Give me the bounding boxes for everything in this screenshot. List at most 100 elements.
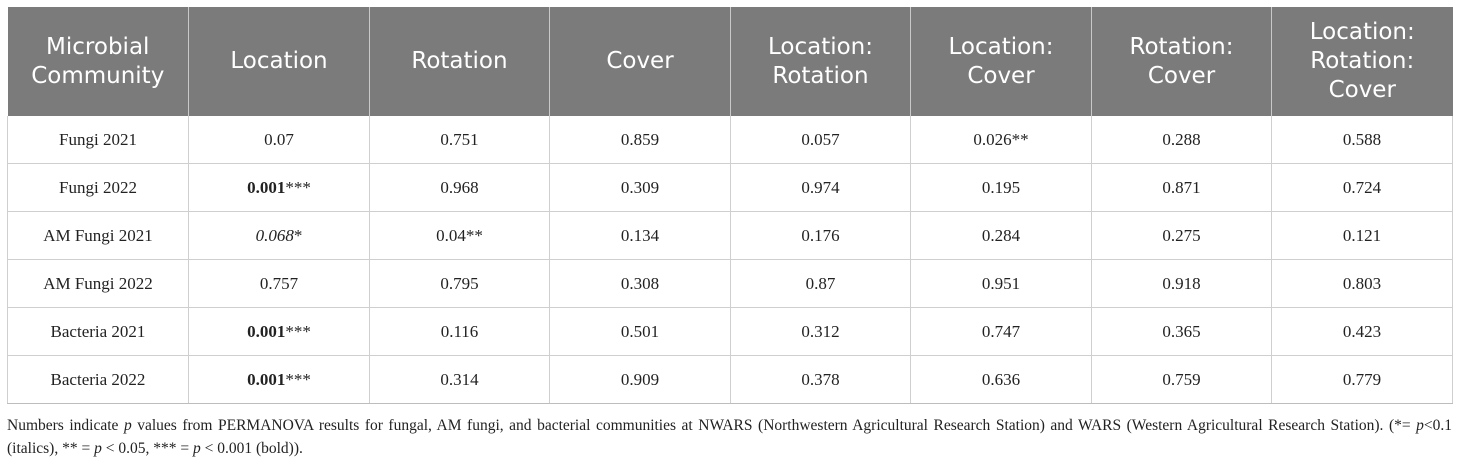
column-header: Microbial Community xyxy=(7,7,189,116)
p-value-cell: 0.04** xyxy=(369,211,550,260)
column-header-line: Rotation xyxy=(411,48,508,74)
p-value-cell: 0.951 xyxy=(910,259,1092,308)
column-header-line: Rotation: xyxy=(1129,33,1234,60)
column-header-line: Rotation: xyxy=(1310,48,1415,74)
p-value-cell: 0.423 xyxy=(1271,307,1453,356)
column-header: Location: Rotation xyxy=(730,7,911,116)
p-value-cell: 0.001*** xyxy=(188,163,370,212)
p-value: 0.871 xyxy=(1162,177,1201,197)
p-value: 0.001 xyxy=(247,177,286,197)
p-value-cell: 0.588 xyxy=(1271,116,1453,164)
p-value-cell: 0.501 xyxy=(549,307,731,356)
p-value: 0.918 xyxy=(1162,273,1201,293)
column-header: Rotation xyxy=(369,7,550,116)
column-header-line: Microbial xyxy=(46,33,150,60)
p-value: 0.026 xyxy=(973,129,1012,149)
community-cell: AM Fungi 2021 xyxy=(7,211,189,260)
p-value: 0.968 xyxy=(440,177,479,197)
significance-marker: *** xyxy=(285,369,311,389)
table-row: AM Fungi 2022 0.757 0.795 0.308 0.87 0.951 0.9… xyxy=(7,259,1453,308)
p-value-cell: 0.121 xyxy=(1271,211,1453,260)
p-value: 0.423 xyxy=(1342,321,1382,341)
column-header-line: Location: xyxy=(767,33,874,60)
column-header: Location: Cover xyxy=(910,7,1092,116)
significance-marker: ** xyxy=(1011,129,1029,149)
p-value: 0.195 xyxy=(981,177,1021,197)
table-container: Microbial Community Location Rotation Cover L… xyxy=(7,7,1453,460)
p-value: 0.07 xyxy=(264,129,294,149)
significance-marker: *** xyxy=(285,177,311,197)
p-value-cell: 0.314 xyxy=(369,355,550,404)
p-value-cell: 0.795 xyxy=(369,259,550,308)
p-value: 0.001 xyxy=(247,369,286,389)
p-value: 0.951 xyxy=(981,273,1021,293)
table-header: Microbial Community Location Rotation Cover L… xyxy=(7,7,1453,116)
column-header-line: Rotation xyxy=(772,62,869,89)
p-value: 0.974 xyxy=(801,177,840,197)
p-value: 0.757 xyxy=(259,273,299,293)
p-value: 0.057 xyxy=(801,129,840,149)
footnote-p-symbol: p xyxy=(94,440,102,457)
p-value-cell: 0.001*** xyxy=(188,355,370,404)
column-header: Location: Rotation: Cover xyxy=(1271,7,1453,116)
table-row: Bacteria 2022 0.001*** 0.314 0.909 0.378 0.63… xyxy=(7,355,1453,404)
footnote-part3: <0.1 (italics), ** = xyxy=(7,417,1452,457)
column-header-line: Location xyxy=(230,48,328,74)
table-body: Fungi 2021 0.07 0.751 0.859 0.057 0.026** 0.28… xyxy=(7,116,1453,404)
footnote-part1: Numbers indicate xyxy=(7,417,124,434)
p-value: 0.275 xyxy=(1162,225,1201,245)
p-value-cell: 0.87 xyxy=(730,259,911,308)
significance-marker: * xyxy=(293,225,303,245)
p-value-cell: 0.974 xyxy=(730,163,911,212)
column-header-line: Location: xyxy=(1309,19,1415,45)
p-value-cell: 0.779 xyxy=(1271,355,1453,404)
p-value: 0.588 xyxy=(1342,129,1382,149)
p-value-cell: 0.001*** xyxy=(188,307,370,356)
p-value: 0.759 xyxy=(1162,369,1201,389)
footnote-part5: < 0.001 (bold)). xyxy=(200,440,303,457)
community-cell: Fungi 2022 xyxy=(7,163,189,212)
p-value: 0.314 xyxy=(440,369,479,389)
p-value: 0.795 xyxy=(440,273,479,293)
column-header-line: Cover xyxy=(1328,77,1396,103)
p-value-cell: 0.309 xyxy=(549,163,731,212)
p-value: 0.288 xyxy=(1162,129,1201,149)
footnote-p-symbol: p xyxy=(192,440,201,457)
p-value-cell: 0.378 xyxy=(730,355,911,404)
p-value-cell: 0.057 xyxy=(730,116,911,164)
p-value-cell: 0.308 xyxy=(549,259,731,308)
p-value-cell: 0.918 xyxy=(1091,259,1272,308)
p-value-cell: 0.026** xyxy=(910,116,1092,164)
p-value: 0.803 xyxy=(1342,273,1382,293)
significance-marker: ** xyxy=(465,225,483,245)
community-cell: Bacteria 2022 xyxy=(7,355,189,404)
p-value-cell: 0.134 xyxy=(549,211,731,260)
p-value-cell: 0.195 xyxy=(910,163,1092,212)
table-footnote: Numbers indicate p values from PERMANOVA… xyxy=(7,414,1452,460)
p-value: 0.001 xyxy=(247,321,286,341)
p-value: 0.87 xyxy=(805,273,836,293)
significance-marker: *** xyxy=(285,321,311,341)
p-value: 0.284 xyxy=(981,225,1021,245)
footnote-part2: values from PERMANOVA results for fungal… xyxy=(131,417,1417,434)
p-value-cell: 0.909 xyxy=(549,355,731,404)
p-value-cell: 0.724 xyxy=(1271,163,1453,212)
p-value: 0.176 xyxy=(801,225,840,245)
permanova-table: Microbial Community Location Rotation Cover L… xyxy=(7,7,1453,404)
community-cell: AM Fungi 2022 xyxy=(7,259,189,308)
p-value: 0.068 xyxy=(255,225,294,245)
p-value-cell: 0.312 xyxy=(730,307,911,356)
p-value: 0.724 xyxy=(1342,177,1382,197)
p-value: 0.909 xyxy=(620,369,660,389)
p-value-cell: 0.747 xyxy=(910,307,1092,356)
table-row: Bacteria 2021 0.001*** 0.116 0.501 0.312 0.74… xyxy=(7,307,1453,356)
p-value-cell: 0.759 xyxy=(1091,355,1272,404)
p-value-cell: 0.068* xyxy=(188,211,370,260)
column-header-line: Cover xyxy=(606,48,674,74)
column-header: Location xyxy=(188,7,370,116)
p-value: 0.501 xyxy=(620,321,660,341)
p-value-cell: 0.757 xyxy=(188,259,370,308)
header-row: Microbial Community Location Rotation Cover L… xyxy=(7,7,1453,116)
footnote-p-symbol: p xyxy=(123,417,132,434)
footnote-p-symbol: p xyxy=(1416,417,1424,434)
